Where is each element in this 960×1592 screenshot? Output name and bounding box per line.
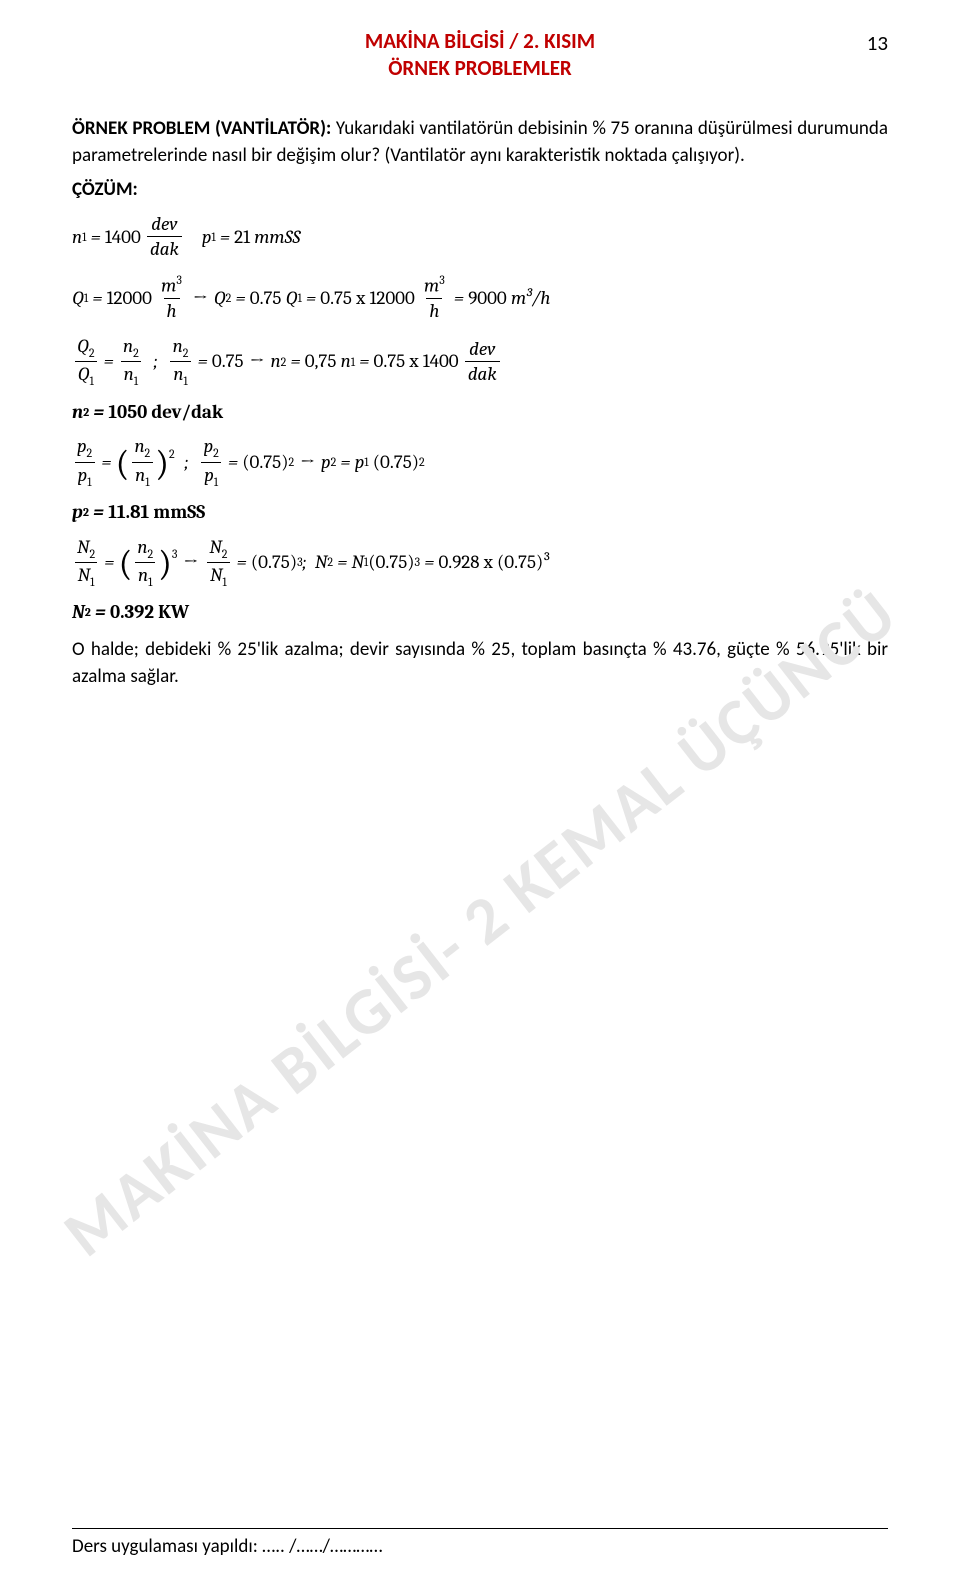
equation-p-ratio: p2 p1 = ( n2 n1 )2 ; p2 p1 = (0.75)2 → p… [72, 435, 888, 488]
problem-statement: ÖRNEK PROBLEM (VANTİLATÖR): Yukarıdaki v… [72, 115, 888, 170]
footer: Ders uygulaması yapıldı: ….. /……/………… [72, 1528, 888, 1558]
header-title-line1: MAKİNA BİLGİSİ / 2. KISIM [72, 28, 888, 55]
equation-N-ratio: N2 N1 = ( n2 n1 )3 → N2 N1 = (0.75)3; N2… [72, 536, 888, 589]
header-title-line2: ÖRNEK PROBLEMLER [72, 55, 888, 82]
page-number: 13 [867, 30, 888, 56]
equation-n2-result: n2 = 1050 dev/dak [72, 401, 888, 424]
equation-N2-result: N2 = 0.392 KW [72, 601, 888, 624]
equation-Q-ratio: Q2 Q1 = n2 n1 ; n2 n1 = 0.75 → n2 = 0,75… [72, 335, 888, 388]
document-header: MAKİNA BİLGİSİ / 2. KISIM ÖRNEK PROBLEML… [72, 28, 888, 83]
page: MAKİNA BİLGİSİ- 2 KEMAL ÜÇÜNCÜ MAKİNA Bİ… [0, 0, 960, 1592]
conclusion-text: O halde; debideki % 25'lik azalma; devir… [72, 636, 888, 691]
equation-Q1-Q2: Q1 = 12000 m3 h → Q2 = 0.75 Q1 = 0.75 x … [72, 273, 888, 323]
equation-n1-p1: n1 = 1400 dev dak p1 = 21 mmSS [72, 213, 888, 262]
problem-title: ÖRNEK PROBLEM (VANTİLATÖR): [72, 117, 336, 140]
equation-p2-result: p2 = 11.81 mmSS [72, 501, 888, 524]
solution-label: ÇÖZÜM: [72, 178, 888, 201]
